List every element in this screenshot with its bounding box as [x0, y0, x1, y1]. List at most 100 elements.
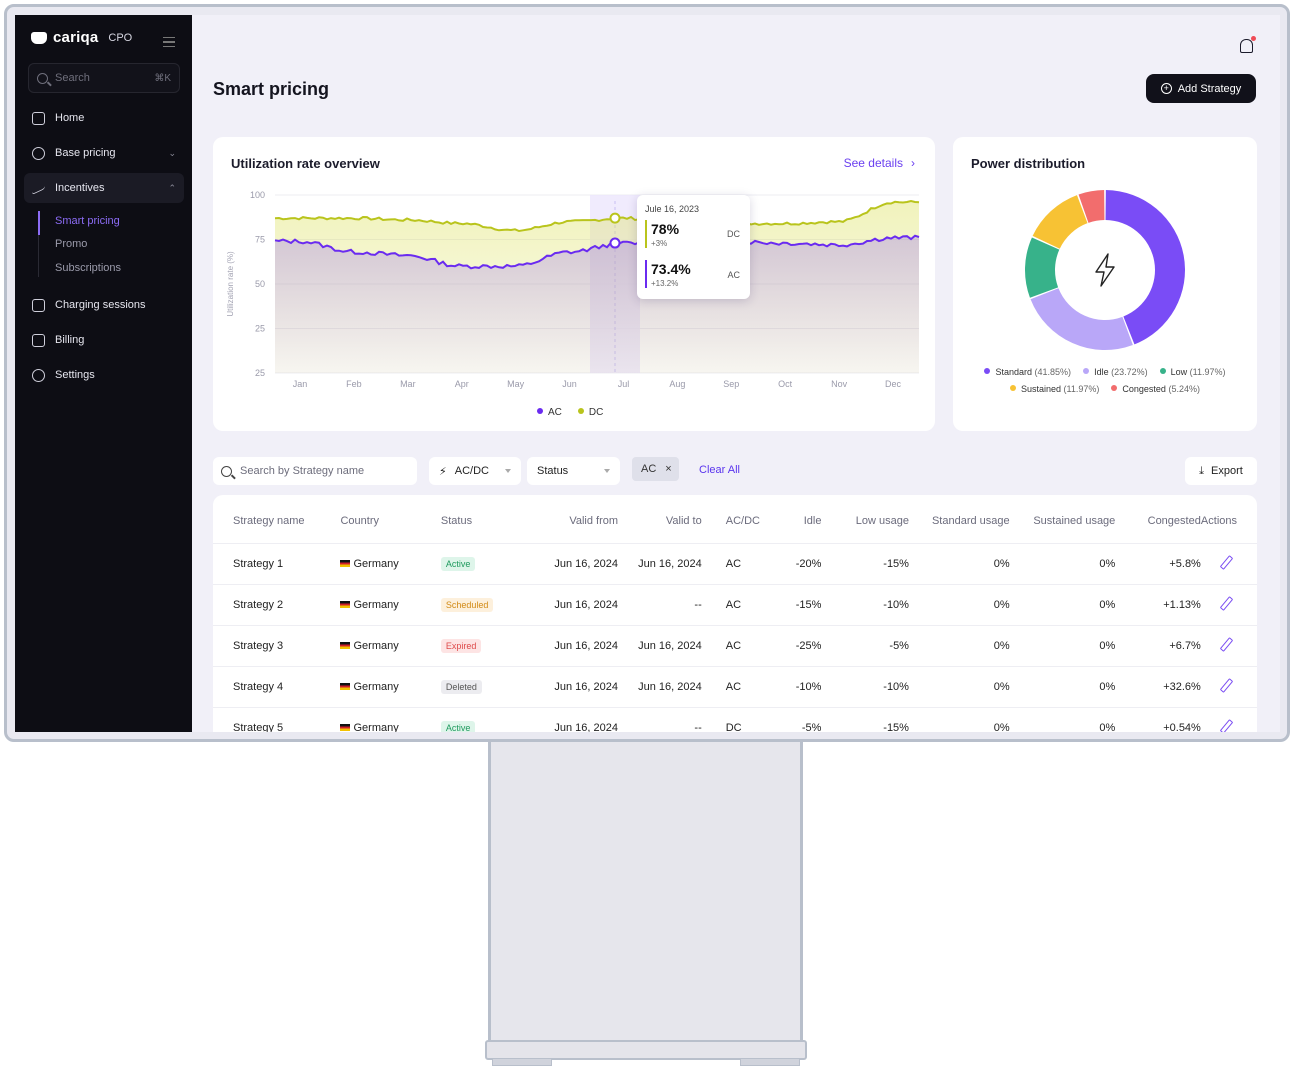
clear-all-button[interactable]: Clear All — [699, 464, 740, 476]
table-row[interactable]: Strategy 1 Germany Active Jun 16, 2024 Jun 1… — [213, 542, 1257, 584]
sidebar: cariqa CPO Search ⌘K Home Base pricing ⌄… — [15, 15, 192, 732]
sidebar-item-incentives[interactable]: Incentives ⌃ — [24, 173, 184, 203]
donut-slice-standard[interactable] — [1105, 190, 1185, 345]
sidebar-subitem-smart-pricing[interactable]: Smart pricing — [55, 215, 120, 227]
cell-actions — [1200, 542, 1257, 584]
collapse-sidebar-icon[interactable] — [163, 37, 175, 47]
search-icon — [37, 72, 48, 84]
status-select[interactable]: Status — [527, 457, 620, 485]
col-idle[interactable]: Idle — [803, 514, 822, 527]
brand[interactable]: cariqa CPO — [31, 29, 132, 46]
cell-acdc: AC — [701, 624, 760, 666]
table-row[interactable]: Strategy 5 Germany Active Jun 16, 2024 -- DC -… — [213, 706, 1257, 732]
col-congested[interactable]: Congested — [1147, 514, 1201, 527]
cell-sustained-usage: 0% — [1009, 665, 1116, 707]
export-label: Export — [1211, 465, 1243, 477]
chevron-right-icon: › — [911, 156, 915, 170]
sidebar-subitem-subscriptions[interactable]: Subscriptions — [55, 262, 122, 274]
col-country[interactable]: Country — [340, 514, 380, 527]
sidebar-subitem-promo[interactable]: Promo — [55, 238, 88, 250]
sidebar-item-base-pricing[interactable]: Base pricing ⌄ — [24, 138, 184, 168]
table-row[interactable]: Strategy 2 Germany Scheduled Jun 16, 2024 --… — [213, 583, 1257, 625]
edit-pencil-icon[interactable] — [1219, 720, 1231, 732]
donut-slice-low[interactable] — [1025, 237, 1060, 298]
x-tick-label: Dec — [885, 379, 902, 389]
col-valid-to[interactable]: Valid to — [665, 514, 702, 527]
donut-slice-idle[interactable] — [1030, 288, 1133, 350]
sidebar-item-charging-sessions[interactable]: Charging sessions — [24, 290, 184, 320]
filter-chip-ac[interactable]: AC × — [632, 457, 679, 481]
plus-circle-icon: + — [1160, 83, 1172, 94]
sidebar-item-label: Base pricing — [55, 147, 116, 159]
cell-sustained-usage: 0% — [1009, 624, 1116, 666]
x-tick-label: Jan — [293, 379, 308, 389]
cell-valid-to: Jun 16, 2024 — [618, 665, 702, 707]
submenu-rail — [38, 235, 39, 277]
cell-idle: -20% — [759, 542, 822, 584]
edit-pencil-icon[interactable] — [1219, 597, 1231, 609]
sidebar-search-input[interactable]: Search ⌘K — [28, 63, 180, 93]
edit-pencil-icon[interactable] — [1219, 638, 1231, 650]
filter-chip-label: AC — [641, 463, 657, 475]
acdc-select[interactable]: ⚡ AC/DC — [429, 457, 521, 485]
country-label: Germany — [353, 721, 399, 732]
col-strategy-name[interactable]: Strategy name — [233, 514, 305, 527]
sidebar-item-billing[interactable]: Billing — [24, 325, 184, 355]
x-tick-label: Aug — [669, 379, 685, 389]
donut-slice-congested[interactable] — [1078, 190, 1105, 223]
sidebar-item-home[interactable]: Home — [24, 103, 184, 133]
status-select-label: Status — [537, 465, 569, 477]
cell-standard-usage: 0% — [908, 542, 1010, 584]
cell-low-usage: -5% — [821, 624, 909, 666]
sidebar-item-label: Home — [55, 112, 85, 124]
legend-pct: (23.72%) — [1111, 367, 1148, 377]
cell-idle: -5% — [759, 706, 822, 732]
col-valid-from[interactable]: Valid from — [569, 514, 619, 527]
legend-idle: Idle (23.72%) — [1083, 367, 1148, 377]
cell-valid-from: Jun 16, 2024 — [518, 542, 619, 584]
germany-flag-icon — [340, 682, 351, 690]
cell-congested: +0.54% — [1115, 706, 1201, 732]
cell-standard-usage: 0% — [908, 706, 1010, 732]
notification-bell-icon[interactable] — [1240, 36, 1256, 53]
idle-dot-icon — [1083, 368, 1090, 374]
export-button[interactable]: ⤓ Export — [1185, 457, 1257, 485]
cell-sustained-usage: 0% — [1009, 706, 1116, 732]
legend-ac[interactable]: AC — [537, 407, 562, 418]
table-row[interactable]: Strategy 4 Germany Deleted Jun 16, 2024 Jun … — [213, 665, 1257, 707]
y-tick-label: 100 — [250, 190, 265, 200]
col-acdc[interactable]: AC/DC — [725, 514, 760, 527]
col-low-usage[interactable]: Low usage — [855, 514, 909, 527]
col-standard-usage[interactable]: Standard usage — [931, 514, 1010, 527]
cell-strategy-name: Strategy 5 — [213, 706, 341, 732]
see-details-link[interactable]: See details › — [844, 156, 915, 170]
edit-pencil-icon[interactable] — [1219, 556, 1231, 568]
sidebar-item-settings[interactable]: Settings — [24, 360, 184, 390]
cell-acdc: AC — [701, 542, 760, 584]
add-strategy-button[interactable]: + Add Strategy — [1146, 74, 1256, 103]
cell-congested: +6.7% — [1115, 624, 1201, 666]
cell-idle: -25% — [759, 624, 822, 666]
cell-acdc: AC — [701, 583, 760, 625]
legend-label: Sustained — [1021, 384, 1062, 394]
edit-pencil-icon[interactable] — [1219, 679, 1231, 691]
strategy-search-input[interactable]: Search by Strategy name — [213, 457, 417, 485]
cell-valid-to: -- — [618, 583, 702, 625]
x-tick-label: Jul — [618, 379, 630, 389]
col-sustained-usage[interactable]: Sustained usage — [1033, 514, 1116, 527]
cell-valid-from: Jun 16, 2024 — [518, 665, 619, 707]
close-icon[interactable]: × — [665, 463, 672, 475]
cell-valid-to: -- — [618, 706, 702, 732]
cell-country: Germany — [340, 665, 441, 707]
cell-valid-to: Jun 16, 2024 — [618, 542, 702, 584]
germany-flag-icon — [340, 600, 351, 608]
search-placeholder: Search — [55, 72, 90, 84]
acdc-select-label: AC/DC — [454, 465, 489, 477]
cell-congested: +1.13% — [1115, 583, 1201, 625]
legend-dc[interactable]: DC — [577, 407, 603, 418]
cell-strategy-name: Strategy 1 — [213, 542, 341, 584]
col-status[interactable]: Status — [440, 514, 473, 527]
cell-standard-usage: 0% — [908, 624, 1010, 666]
donut-slice-sustained[interactable] — [1032, 195, 1088, 249]
table-row[interactable]: Strategy 3 Germany Expired Jun 16, 2024 Jun … — [213, 624, 1257, 666]
